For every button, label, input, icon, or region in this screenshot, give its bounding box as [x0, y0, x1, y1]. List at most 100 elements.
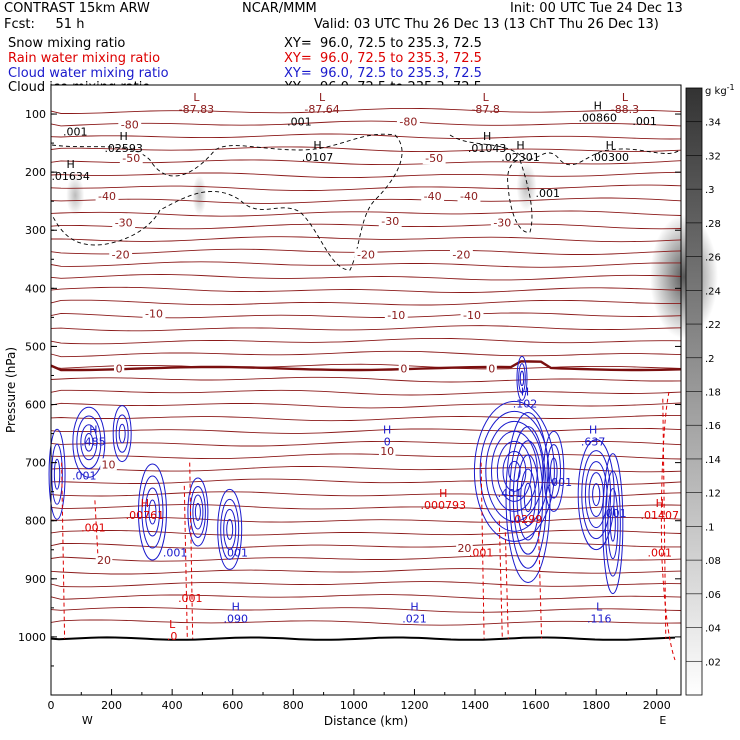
label-bg: [109, 248, 133, 261]
isotherm-line: [50, 146, 682, 153]
x-tick-label: 1000: [340, 699, 368, 712]
label-bg: [486, 362, 497, 375]
temperature-contours: [50, 107, 682, 626]
isotherm-label: -50: [425, 152, 443, 165]
forecast-hour: Fcst: 51 h: [4, 17, 85, 32]
east-label: E: [659, 714, 666, 727]
cloud-water-cell: [84, 432, 94, 452]
contour-value: .001: [81, 522, 106, 535]
colorbar-tick-label: .12: [705, 489, 721, 500]
cloud-water-cell: [473, 400, 555, 542]
cloud-water-cell: [53, 458, 61, 490]
extremum-value: .00761: [126, 509, 165, 522]
isotherm-line: [50, 236, 682, 243]
isotherm-label: 0: [400, 363, 407, 376]
isotherm-label: 10: [102, 458, 116, 471]
ice-outline: [51, 133, 403, 271]
cloud-water-cell: [148, 499, 157, 525]
extremum-value: .0107: [302, 151, 334, 164]
cloud-water-cell: [217, 488, 243, 570]
extremum-value: -87.8: [471, 103, 499, 116]
extremum-value: .637: [581, 435, 606, 448]
cloud-water-cell: [604, 470, 621, 577]
isotherm-line: [50, 197, 682, 204]
colorbar-tick-label: .22: [705, 320, 721, 331]
cloud-water-cell: [220, 498, 240, 560]
valid-time: Valid: 03 UTC Thu 26 Dec 13 (13 ChT Thu …: [314, 17, 659, 32]
cloud-water-cell: [577, 439, 615, 551]
shaded-ice-patch: [516, 162, 537, 211]
rain-outline: [538, 532, 543, 639]
label-bg: [354, 248, 378, 261]
rain-outline: [662, 398, 667, 639]
x-tick-label: 800: [283, 699, 304, 712]
isotherm-line: [50, 274, 682, 281]
cloud-water-cell: [520, 468, 536, 527]
extremum-mark: H: [120, 130, 128, 143]
contour-value: .001: [469, 547, 494, 560]
colorbar-tick-label: .32: [705, 151, 721, 162]
extremum-value: .01043: [468, 142, 507, 155]
label-bg: [100, 458, 117, 471]
plot-frame: [50, 84, 682, 696]
isotherm-line: [50, 171, 682, 179]
rain-outline: [183, 485, 188, 639]
colorbar-tick-label: .3: [705, 185, 715, 196]
colorbar: .02 .04 .06 .08 .1 .12 .14 .16 .18 .2 .22 .24 .26 .28…: [685, 83, 735, 696]
isotherm-line: [50, 210, 682, 217]
isotherm-line: [50, 350, 682, 358]
y-tick-label: 200: [25, 166, 46, 179]
rain-outline: [94, 500, 99, 556]
colorbar-unit-exponent: -1: [727, 83, 735, 92]
label-bg: [396, 115, 420, 128]
extremum-mark: H: [483, 130, 491, 143]
cloud-water-cell: [144, 487, 160, 537]
ice-outline: [449, 134, 681, 166]
x-tick-label: 0: [48, 699, 55, 712]
extremum-mark: H: [516, 139, 524, 152]
rain-outline: [504, 532, 509, 639]
isotherm-line: [50, 427, 682, 434]
isotherm-line: [50, 325, 682, 332]
contour-value: .001: [72, 469, 97, 482]
contour-value: .401: [498, 487, 523, 500]
extremum-value: .116: [587, 612, 612, 625]
extremum-value: .02301: [501, 151, 540, 164]
colorbar-tick-label: .06: [705, 590, 721, 601]
extremum-value: .02593: [104, 142, 143, 155]
legend-rain-xy: XY= 96.0, 72.5 to 235.3, 72.5: [284, 51, 482, 66]
contour-value: .0299: [511, 513, 543, 526]
isotherm-line: [50, 337, 682, 345]
isotherm-line: [50, 120, 682, 127]
isotherm-line: [50, 491, 682, 498]
shaded-ice-patch: [192, 175, 207, 216]
extremum-mark: L: [169, 618, 176, 631]
label-bg: [460, 309, 484, 322]
isotherm-line: [50, 594, 682, 600]
contour-value: .001: [548, 476, 573, 489]
label-bg: [457, 189, 481, 202]
extremum-value: .021: [402, 612, 427, 625]
isotherm-label: -30: [115, 217, 133, 230]
isotherm-label: -40: [98, 190, 116, 203]
extremum-mark: H: [656, 497, 664, 510]
contour-value: .001: [163, 547, 188, 560]
colorbar-tick-label: .18: [705, 388, 721, 399]
isotherm-label: 0: [488, 363, 495, 376]
colorbar-tick-label: .08: [705, 556, 721, 567]
extremum-value: .01634: [51, 170, 90, 183]
west-label: W: [82, 714, 93, 727]
cloud-water-cell: [48, 428, 66, 520]
extremum-mark: H: [232, 600, 240, 613]
label-bg: [378, 445, 396, 457]
label-bg: [456, 542, 473, 555]
extremum-mark: H: [410, 600, 418, 613]
cloud-water-cell: [226, 518, 234, 540]
y-tick-label: 800: [25, 515, 46, 528]
label-bg: [142, 307, 166, 320]
cloud-water-cell: [137, 463, 167, 561]
isotherm-line: [50, 184, 682, 192]
isotherm-line: [50, 261, 681, 268]
cloud-water-cell: [51, 443, 63, 505]
